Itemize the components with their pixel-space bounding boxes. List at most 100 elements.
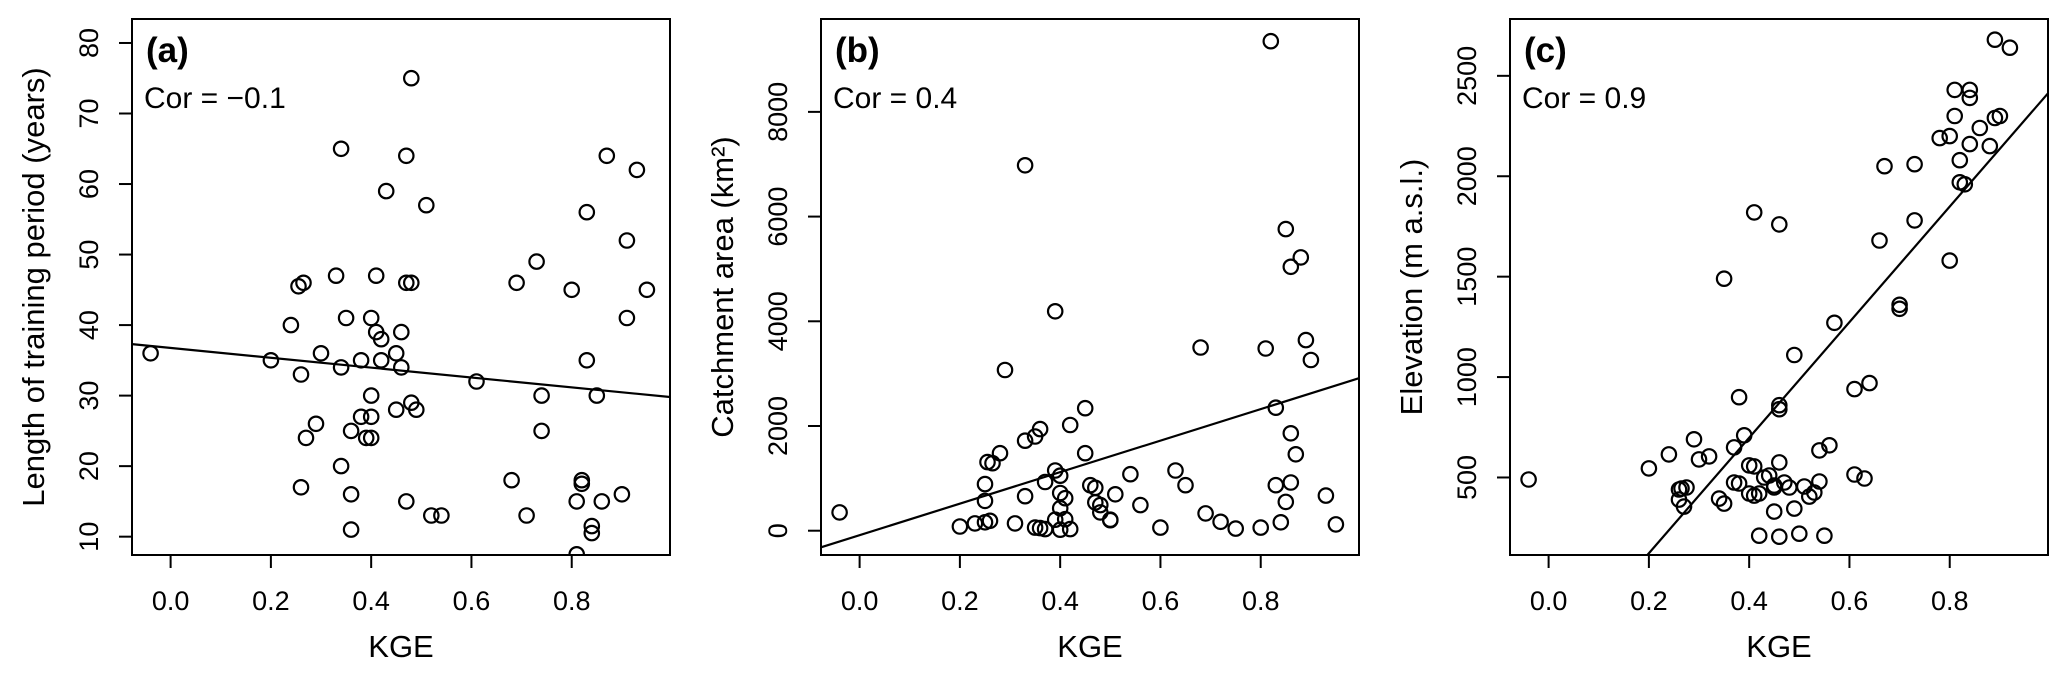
x-axis-title: KGE	[368, 629, 433, 664]
data-point-marker	[1690, 451, 1708, 468]
y-tick-label: 10	[74, 522, 104, 552]
data-point-marker	[1956, 176, 1974, 193]
y-tick-label: 80	[74, 28, 104, 58]
data-point-marker	[1051, 467, 1069, 484]
y-tick-label: 1500	[1452, 247, 1482, 307]
data-point-marker	[583, 517, 601, 535]
data-point-marker	[1735, 426, 1753, 444]
data-point-marker	[407, 401, 425, 418]
data-point-marker	[1152, 519, 1169, 536]
data-point-marker	[1167, 462, 1184, 479]
data-point-marker	[1715, 270, 1733, 287]
x-tick-label: 0.2	[1630, 586, 1668, 616]
data-point-marker	[1046, 462, 1064, 479]
data-point-marker	[1122, 465, 1139, 483]
x-tick-label: 0.0	[152, 586, 190, 616]
y-tick-label: 70	[74, 98, 104, 128]
data-point-marker	[1262, 32, 1280, 50]
data-point-marker	[392, 323, 410, 341]
plot-frame	[820, 18, 1360, 556]
x-tick-label: 0.2	[941, 586, 979, 616]
x-tick-label: 0.2	[252, 586, 290, 616]
data-point-marker	[1212, 513, 1229, 531]
data-point-marker	[568, 493, 585, 510]
y-tick-label: 2500	[1452, 46, 1482, 106]
data-point-marker	[1730, 475, 1748, 492]
data-point-marker	[1770, 528, 1788, 545]
data-point-marker	[1132, 496, 1149, 514]
data-point-marker	[1192, 339, 1209, 356]
x-tick-label: 0.4	[1041, 586, 1079, 616]
data-point-marker	[951, 518, 969, 535]
data-point-marker	[1036, 473, 1054, 491]
data-point-marker	[1821, 436, 1838, 454]
data-point-marker	[417, 196, 435, 214]
data-point-marker	[1871, 232, 1888, 249]
panel-tag: (a)	[146, 31, 189, 70]
data-point-marker	[1941, 252, 1958, 269]
data-point-marker	[1287, 445, 1305, 463]
data-point-marker	[342, 422, 360, 440]
data-point-marker	[402, 69, 420, 87]
data-point-marker	[1770, 400, 1788, 418]
data-point-marker	[262, 351, 280, 369]
data-point-marker	[433, 507, 450, 524]
data-point-marker	[282, 316, 300, 334]
data-point-marker	[1715, 495, 1733, 512]
data-point-marker	[503, 471, 520, 489]
x-tick-label: 0.6	[1831, 586, 1869, 616]
data-point-marker	[397, 493, 415, 510]
panel-background	[0, 0, 689, 679]
data-point-marker	[1981, 137, 1999, 155]
data-point-marker	[342, 485, 360, 503]
data-point-marker	[598, 147, 616, 165]
data-point-marker	[1730, 388, 1748, 406]
y-axis-title: Elevation (m a.s.l.)	[1394, 159, 1429, 416]
data-point-marker	[1961, 89, 1979, 107]
data-point-marker	[533, 422, 550, 440]
panel-c: 0.0 0.2 0.4 0.6 0.8 500 1000 1500 2000 2500 KGE Ele…	[1378, 0, 2067, 679]
data-point-marker	[1051, 521, 1069, 538]
data-point-marker	[1292, 249, 1310, 266]
data-point-marker	[397, 274, 415, 292]
y-tick-label: 50	[74, 240, 104, 270]
data-point-marker	[332, 457, 350, 475]
data-point-marker	[1961, 135, 1979, 153]
data-point-marker	[1745, 458, 1763, 475]
y-tick-label: 60	[74, 169, 104, 199]
data-point-marker	[352, 408, 370, 426]
data-point-marker	[638, 281, 656, 299]
trend-line	[1646, 92, 2049, 556]
data-point-marker	[307, 415, 325, 433]
x-tick-label: 0.4	[352, 586, 390, 616]
data-point-marker	[1016, 432, 1034, 449]
data-point-marker	[1006, 515, 1024, 532]
data-point-marker	[1016, 487, 1034, 505]
data-point-marker	[142, 344, 159, 362]
data-point-marker	[1640, 460, 1658, 477]
y-tick-label: 2000	[763, 396, 793, 456]
y-tick-label: 2000	[1452, 146, 1482, 206]
data-point-marker	[981, 512, 999, 530]
panel-background	[689, 0, 1378, 679]
y-tick-label: 6000	[763, 187, 793, 247]
data-point-marker	[1091, 496, 1109, 514]
panel-tag: (b)	[835, 31, 880, 70]
data-point-marker	[397, 147, 415, 165]
data-point-marker	[976, 492, 994, 510]
data-point-marker	[1026, 519, 1044, 536]
data-point-marker	[1876, 157, 1893, 175]
data-point-marker	[372, 351, 390, 369]
data-point-marker	[1675, 498, 1693, 515]
data-point-marker	[1891, 296, 1908, 314]
data-point-marker	[578, 203, 596, 221]
data-point-marker	[1685, 430, 1703, 448]
x-tick-label: 0.0	[841, 586, 879, 616]
y-tick-label: 8000	[763, 82, 793, 142]
data-point-marker	[1846, 380, 1863, 398]
y-axis-title: Length of training period (years)	[16, 67, 51, 506]
data-point-marker	[1785, 500, 1803, 517]
data-point-marker	[1951, 151, 1969, 169]
data-point-marker	[1302, 351, 1320, 369]
